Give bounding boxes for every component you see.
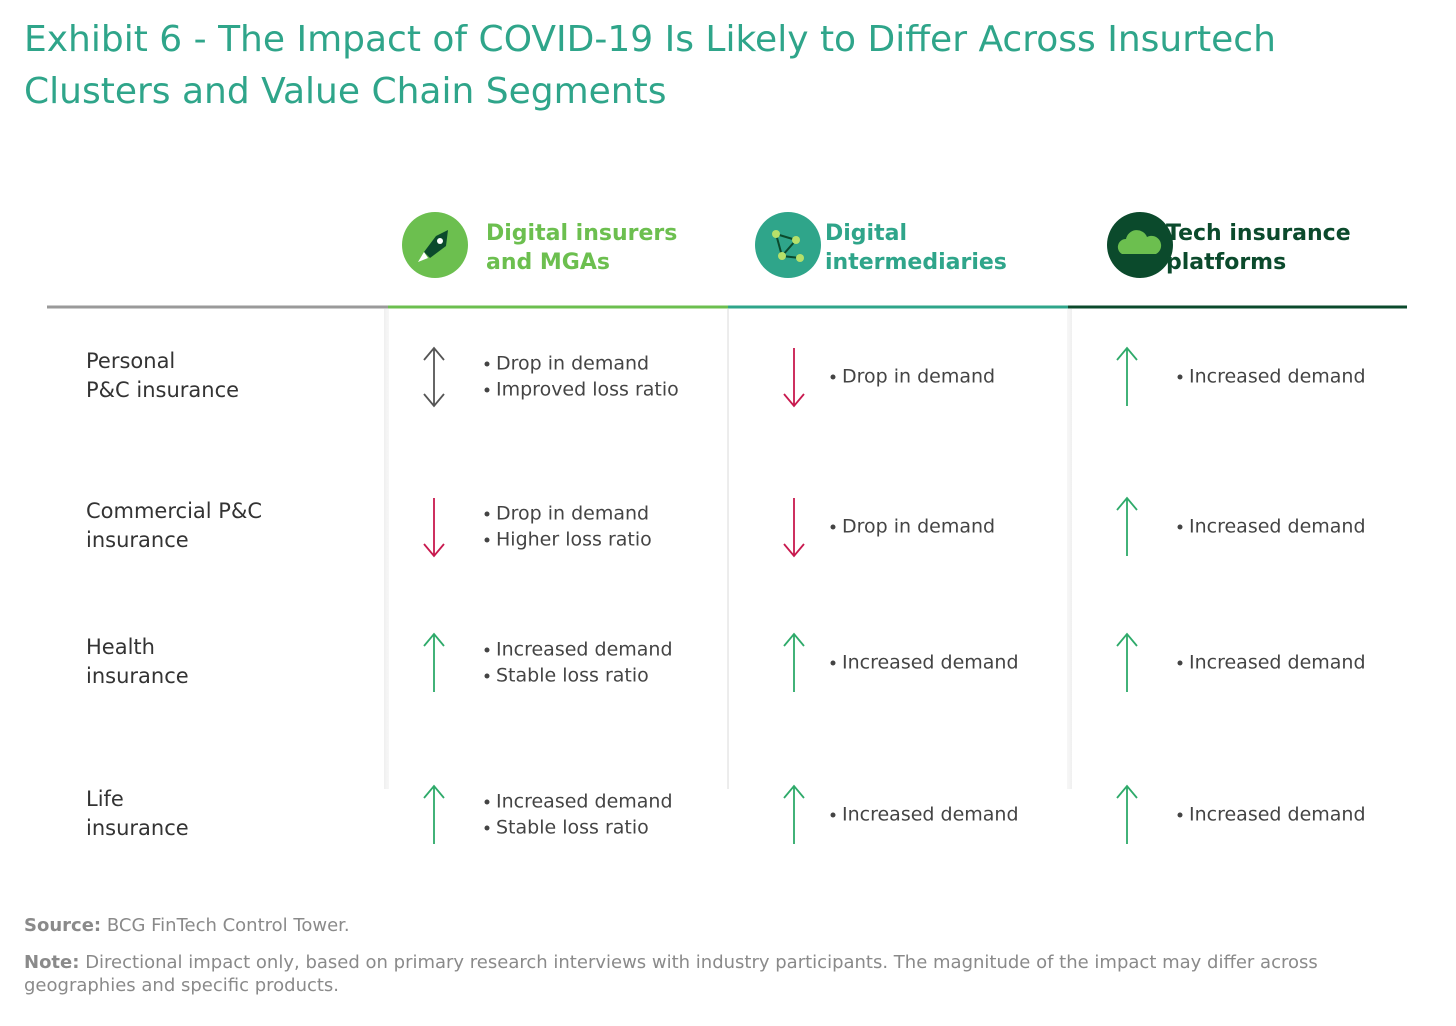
row-label: insurance [86,528,189,552]
bullet-text: Drop in demand [842,516,995,538]
bullet-text: Increased demand [1189,516,1366,538]
bullet-dot [484,537,490,543]
column-header: platforms [1166,250,1286,275]
row-label: insurance [86,816,189,840]
arrow [783,632,805,692]
bullet-text: Increased demand [842,804,1019,826]
row-label: Personal [86,349,175,373]
arrow [1116,496,1138,556]
column-header: Tech insurance [1166,221,1351,246]
note: Note: Directional impact only, based on … [24,951,1324,997]
arrow [423,498,445,558]
row-label: Commercial P&C [86,499,262,523]
title: Exhibit 6 - The Impact of COVID-19 Is Li… [24,19,1276,112]
bullet-dot [484,387,490,393]
icon-network [755,212,821,278]
column-header: intermediaries [825,250,1007,275]
arrow [1116,346,1138,406]
bullet-dot [1177,660,1183,666]
bullet-dot [484,647,490,653]
column-header: and MGAs [486,250,610,275]
bullet-dot [1177,374,1183,380]
row-label: P&C insurance [86,378,239,402]
bullet-dot [484,799,490,805]
column-card [389,309,727,789]
bullet-text: Drop in demand [842,366,995,388]
arrow [423,346,445,408]
arrow [783,784,805,844]
bullet-dot [830,812,836,818]
row-label: Life [86,787,124,811]
row-label: insurance [86,664,189,688]
bullet-text: Increased demand [496,639,673,661]
bullet-dot [1177,812,1183,818]
note-label: Note: [24,952,80,973]
bullet-text: Increased demand [1189,366,1366,388]
source: Source: BCG FinTech Control Tower. [24,914,1324,937]
note-text: Directional impact only, based on primar… [24,952,1318,996]
bullet-text: Drop in demand [496,353,649,375]
bullet-dot [830,524,836,530]
column-card [729,309,1067,789]
bullet-dot [830,374,836,380]
bullet-text: Increased demand [1189,804,1366,826]
bullet-dot [484,673,490,679]
arrow [783,348,805,408]
table: Digital insurers and MGAs Digital intermedi… [47,212,1407,844]
column-header: Digital insurers [486,221,677,246]
bullet-text: Increased demand [496,791,673,813]
bullet-text: Stable loss ratio [496,817,649,839]
bullet-text: Increased demand [842,652,1019,674]
arrow [423,632,445,692]
column-header: Digital [825,221,907,246]
bullet-text: Higher loss ratio [496,529,652,551]
icon-cloud [1107,212,1173,278]
arrow [1116,784,1138,844]
bullet-text: Stable loss ratio [496,665,649,687]
row-label: Health [86,635,155,659]
arrow [783,498,805,558]
footer: Source: BCG FinTech Control Tower. Note:… [24,914,1324,997]
arrow [423,784,445,844]
bullet-dot [484,361,490,367]
bullet-text: Drop in demand [496,503,649,525]
bullet-text: Increased demand [1189,652,1366,674]
arrow [1116,632,1138,692]
bullet-dot [484,511,490,517]
icon-rocket [402,212,468,278]
bullet-text: Improved loss ratio [496,379,679,401]
source-label: Source: [24,915,102,936]
source-text: BCG FinTech Control Tower. [106,915,350,936]
bullet-dot [484,825,490,831]
bullet-dot [830,660,836,666]
bullet-dot [1177,524,1183,530]
